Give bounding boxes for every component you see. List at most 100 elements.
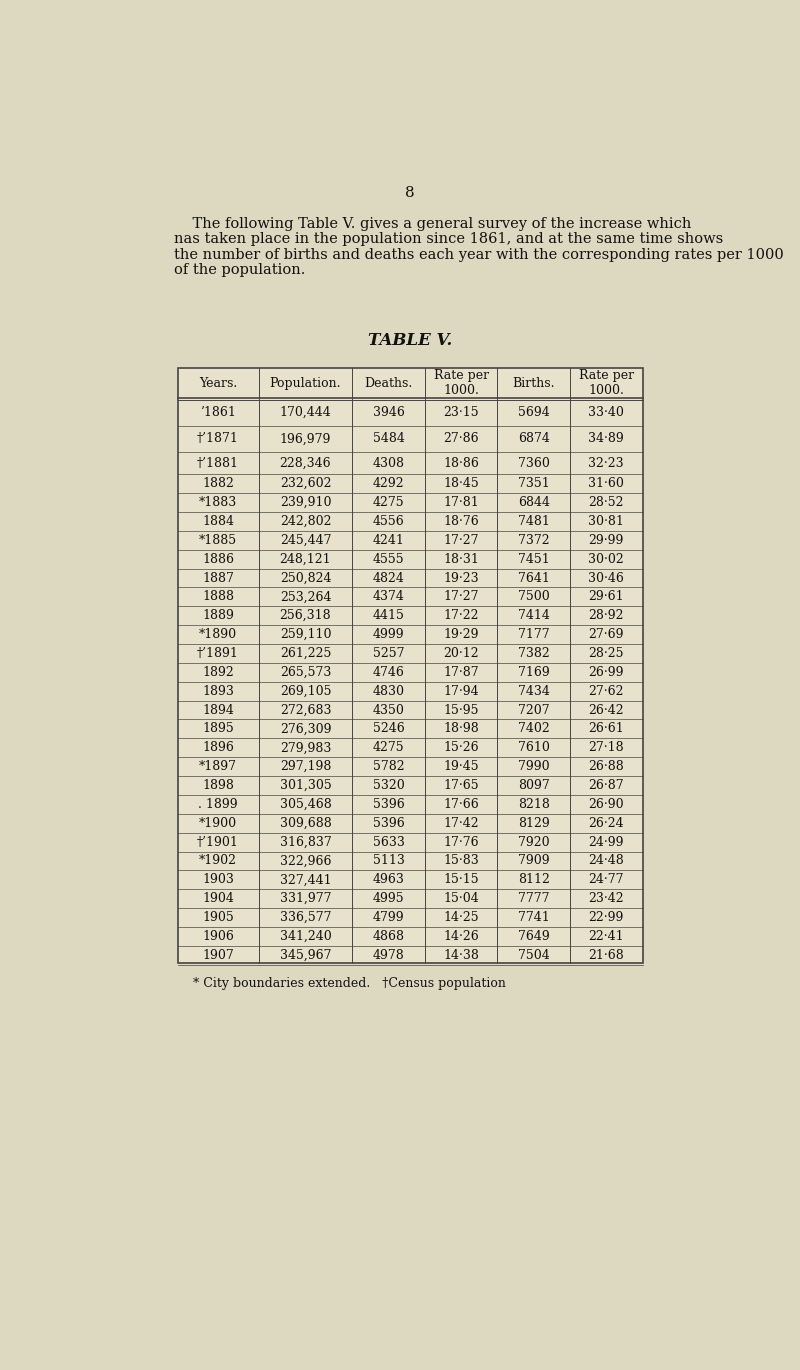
Text: 30·46: 30·46 [588,571,624,585]
Text: 327,441: 327,441 [280,873,331,886]
Text: *1883: *1883 [199,496,237,510]
Text: 19·23: 19·23 [443,571,479,585]
Text: Population.: Population. [270,377,342,389]
Text: 28·25: 28·25 [589,647,624,660]
Text: 1905: 1905 [202,911,234,925]
Text: 21·68: 21·68 [588,949,624,962]
Text: 27·86: 27·86 [443,433,479,445]
Text: 4350: 4350 [373,704,405,717]
Text: 279,983: 279,983 [280,741,331,755]
Text: 1887: 1887 [202,571,234,585]
Text: 272,683: 272,683 [280,704,331,717]
Text: 17·27: 17·27 [443,590,479,603]
Text: 17·94: 17·94 [443,685,479,697]
Text: 7481: 7481 [518,515,550,527]
Text: 6874: 6874 [518,433,550,445]
Text: 26·24: 26·24 [589,817,624,830]
Text: 7382: 7382 [518,647,550,660]
Text: 239,910: 239,910 [280,496,331,510]
Text: 345,967: 345,967 [280,949,331,962]
Text: 265,573: 265,573 [280,666,331,678]
Text: 27·69: 27·69 [589,627,624,641]
Text: 5257: 5257 [373,647,405,660]
Text: 261,225: 261,225 [280,647,331,660]
Text: †’1881: †’1881 [197,456,239,470]
Text: 7351: 7351 [518,477,550,490]
Text: 7610: 7610 [518,741,550,755]
Text: †’1891: †’1891 [197,647,239,660]
Text: 20·12: 20·12 [443,647,479,660]
Text: 18·86: 18·86 [443,456,479,470]
Text: 5633: 5633 [373,836,405,848]
Text: 1893: 1893 [202,685,234,697]
Text: 4868: 4868 [373,930,405,943]
Text: 1892: 1892 [202,666,234,678]
Text: 4555: 4555 [373,552,405,566]
Text: 7500: 7500 [518,590,550,603]
Text: 232,602: 232,602 [280,477,331,490]
Text: 7777: 7777 [518,892,550,906]
Text: 28·52: 28·52 [589,496,624,510]
Text: 1889: 1889 [202,610,234,622]
Text: 5484: 5484 [373,433,405,445]
Text: 7909: 7909 [518,855,550,867]
Text: 253,264: 253,264 [280,590,331,603]
Text: 4746: 4746 [373,666,405,678]
Text: *1897: *1897 [199,760,237,773]
Text: 228,346: 228,346 [280,456,331,470]
Text: 29·61: 29·61 [589,590,624,603]
Text: 8129: 8129 [518,817,550,830]
Text: 17·42: 17·42 [443,817,479,830]
Text: 27·62: 27·62 [589,685,624,697]
Text: 297,198: 297,198 [280,760,331,773]
Text: 4275: 4275 [373,741,405,755]
Text: 19·45: 19·45 [443,760,479,773]
Text: Births.: Births. [513,377,555,389]
Text: 4830: 4830 [373,685,405,697]
Text: 7641: 7641 [518,571,550,585]
Text: 27·18: 27·18 [589,741,624,755]
Text: 7169: 7169 [518,666,550,678]
Text: * City boundaries extended.   †Census population: * City boundaries extended. †Census popu… [193,977,506,989]
Text: 14·38: 14·38 [443,949,479,962]
Text: 26·42: 26·42 [589,704,624,717]
Text: 22·99: 22·99 [589,911,624,925]
Text: 26·88: 26·88 [588,760,624,773]
Text: 7434: 7434 [518,685,550,697]
Text: 30·81: 30·81 [588,515,624,527]
Text: 15·04: 15·04 [443,892,479,906]
Text: 34·89: 34·89 [588,433,624,445]
Text: 26·99: 26·99 [589,666,624,678]
Text: 269,105: 269,105 [280,685,331,697]
Text: 5320: 5320 [373,780,405,792]
Text: 8: 8 [405,186,415,200]
Text: 1898: 1898 [202,780,234,792]
Text: *1890: *1890 [199,627,237,641]
Text: 23·15: 23·15 [443,407,479,419]
Text: 4999: 4999 [373,627,405,641]
Text: 7414: 7414 [518,610,550,622]
Text: . 1899: . 1899 [198,797,238,811]
Text: 5694: 5694 [518,407,550,419]
Text: 26·87: 26·87 [589,780,624,792]
Text: 256,318: 256,318 [280,610,331,622]
Text: 316,837: 316,837 [280,836,331,848]
Text: 3946: 3946 [373,407,405,419]
Text: 4799: 4799 [373,911,405,925]
Text: 30·02: 30·02 [588,552,624,566]
Text: 196,979: 196,979 [280,433,331,445]
Text: 26·90: 26·90 [589,797,624,811]
Text: 32·23: 32·23 [589,456,624,470]
Text: 1904: 1904 [202,892,234,906]
Text: 1884: 1884 [202,515,234,527]
Text: ’1861: ’1861 [200,407,236,419]
Text: 8097: 8097 [518,780,550,792]
Text: 26·61: 26·61 [588,722,624,736]
Text: of the population.: of the population. [174,263,305,277]
Text: 4415: 4415 [373,610,405,622]
Text: 8112: 8112 [518,873,550,886]
Text: 17·65: 17·65 [443,780,479,792]
Text: 17·22: 17·22 [443,610,479,622]
Text: 341,240: 341,240 [280,930,331,943]
Text: 17·76: 17·76 [443,836,479,848]
